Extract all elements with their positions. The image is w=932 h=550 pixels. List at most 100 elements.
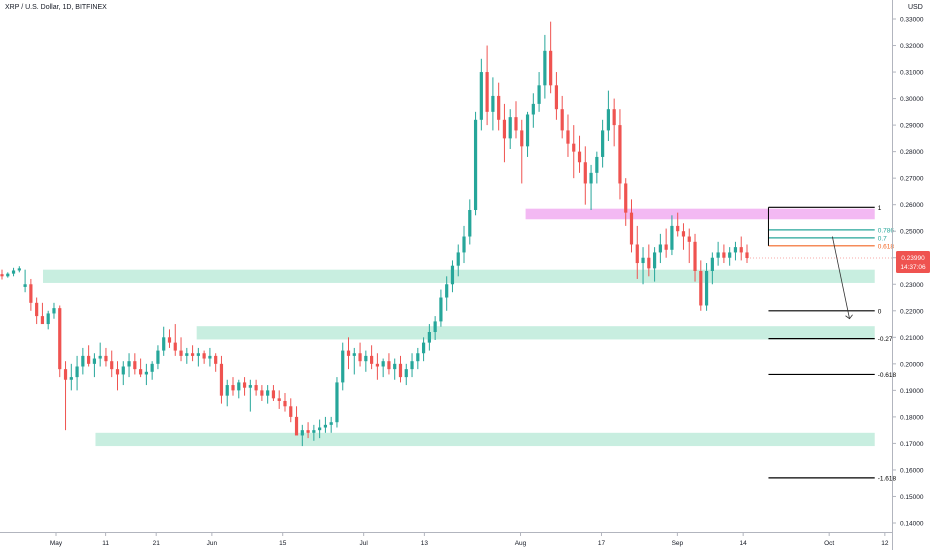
last-price-value: 0.23990	[901, 255, 925, 262]
candle-body	[681, 231, 686, 237]
x-tick-label: 12	[881, 540, 889, 547]
candle-body	[456, 252, 460, 266]
candle-body	[75, 366, 79, 378]
candle-body	[115, 369, 120, 375]
candle-body	[398, 363, 403, 378]
y-tick-label: 0.26000	[900, 202, 924, 209]
candle-body	[237, 382, 241, 391]
x-tick-label: Aug	[515, 540, 527, 547]
zone-pink-0	[525, 208, 875, 220]
candle-body	[693, 241, 697, 271]
y-tick-label: 0.20000	[900, 361, 924, 368]
candle-body	[393, 363, 397, 370]
x-tick-label: May	[50, 540, 63, 547]
candle-body	[294, 416, 299, 436]
candle-body	[17, 268, 21, 271]
candle-body	[508, 117, 512, 139]
candle-body	[543, 50, 547, 86]
candle-body	[652, 252, 657, 269]
candle-body	[728, 252, 732, 258]
y-tick-label: 0.15000	[900, 494, 924, 501]
y-tick-label: 0.22000	[900, 308, 924, 315]
y-tick-label: 0.31000	[900, 70, 924, 77]
candle-body	[318, 427, 322, 431]
candle-body	[300, 430, 304, 436]
candle-body	[208, 355, 212, 359]
candle-body	[427, 332, 431, 343]
candle-body	[127, 361, 131, 367]
candle-body	[566, 130, 570, 144]
candle-body	[549, 50, 553, 86]
x-tick-label: Sep	[672, 540, 684, 547]
candle-body	[225, 385, 229, 396]
candle-body	[404, 369, 408, 378]
candle-body	[35, 302, 39, 317]
candle-body	[473, 119, 478, 210]
candle-body	[150, 363, 154, 372]
y-tick-label: 0.23000	[900, 282, 924, 289]
y-axis: 0.33000 0.32000 0.31000 0.30000 0.29000 0.280…	[892, 0, 924, 550]
candle-body	[341, 350, 345, 383]
candle-body	[196, 353, 200, 356]
candle-body	[577, 151, 582, 163]
candle-body	[110, 361, 114, 370]
candle-body	[739, 247, 743, 253]
candle-body	[664, 244, 668, 250]
candle-body	[560, 109, 564, 131]
candle-body	[375, 363, 379, 367]
zone-green-2	[196, 326, 875, 340]
candle-body	[554, 85, 559, 110]
candle-body	[306, 430, 310, 433]
candle-body	[525, 114, 530, 147]
candle-body	[531, 103, 535, 115]
fib-label: 0.618	[878, 243, 895, 250]
candle-body	[502, 119, 507, 139]
candle-body	[167, 337, 172, 343]
candle-body	[520, 130, 524, 147]
candle-body	[583, 162, 587, 184]
candle-body	[468, 209, 472, 237]
candle-body	[179, 350, 183, 356]
candle-body	[133, 361, 137, 370]
arrow-head	[845, 314, 853, 320]
fib-label: -1.618	[878, 475, 897, 482]
candle-body	[185, 353, 189, 356]
candle-body	[23, 284, 27, 287]
candle-body	[670, 225, 674, 250]
candle-body	[219, 363, 224, 396]
candle-body	[156, 350, 160, 364]
zone-green-1	[43, 269, 875, 283]
candle-body	[612, 109, 616, 126]
candle-body	[92, 358, 97, 364]
y-tick-label: 0.29000	[900, 123, 924, 130]
candle-body	[733, 247, 738, 253]
candle-body	[248, 385, 252, 388]
x-tick-label: 21	[153, 540, 161, 547]
candle-body	[364, 355, 368, 362]
candle-body	[699, 271, 703, 306]
candle-body	[81, 355, 85, 367]
candle-body	[6, 273, 10, 277]
candle-body	[144, 371, 148, 375]
x-tick-label: 11	[102, 540, 109, 547]
candle-body	[491, 95, 495, 112]
y-tick-label: 0.25000	[900, 229, 924, 236]
y-tick-label: 0.27000	[900, 176, 924, 183]
y-tick-label: 0.18000	[900, 414, 924, 421]
arrow-layer	[831, 236, 853, 320]
candle-body	[589, 172, 593, 184]
y-tick-label: 0.28000	[900, 149, 924, 156]
candle-body	[462, 236, 466, 253]
candle-body	[676, 225, 680, 232]
candle-body	[624, 183, 628, 213]
fib-label: -0.618	[878, 372, 897, 379]
fib-label: 0.7	[878, 235, 887, 242]
candle-body	[658, 244, 662, 253]
candle-body	[283, 400, 287, 407]
candle-layer	[0, 21, 749, 447]
x-tick-label: Jun	[207, 540, 218, 547]
candle-body	[214, 355, 218, 364]
candle-body	[29, 284, 33, 303]
